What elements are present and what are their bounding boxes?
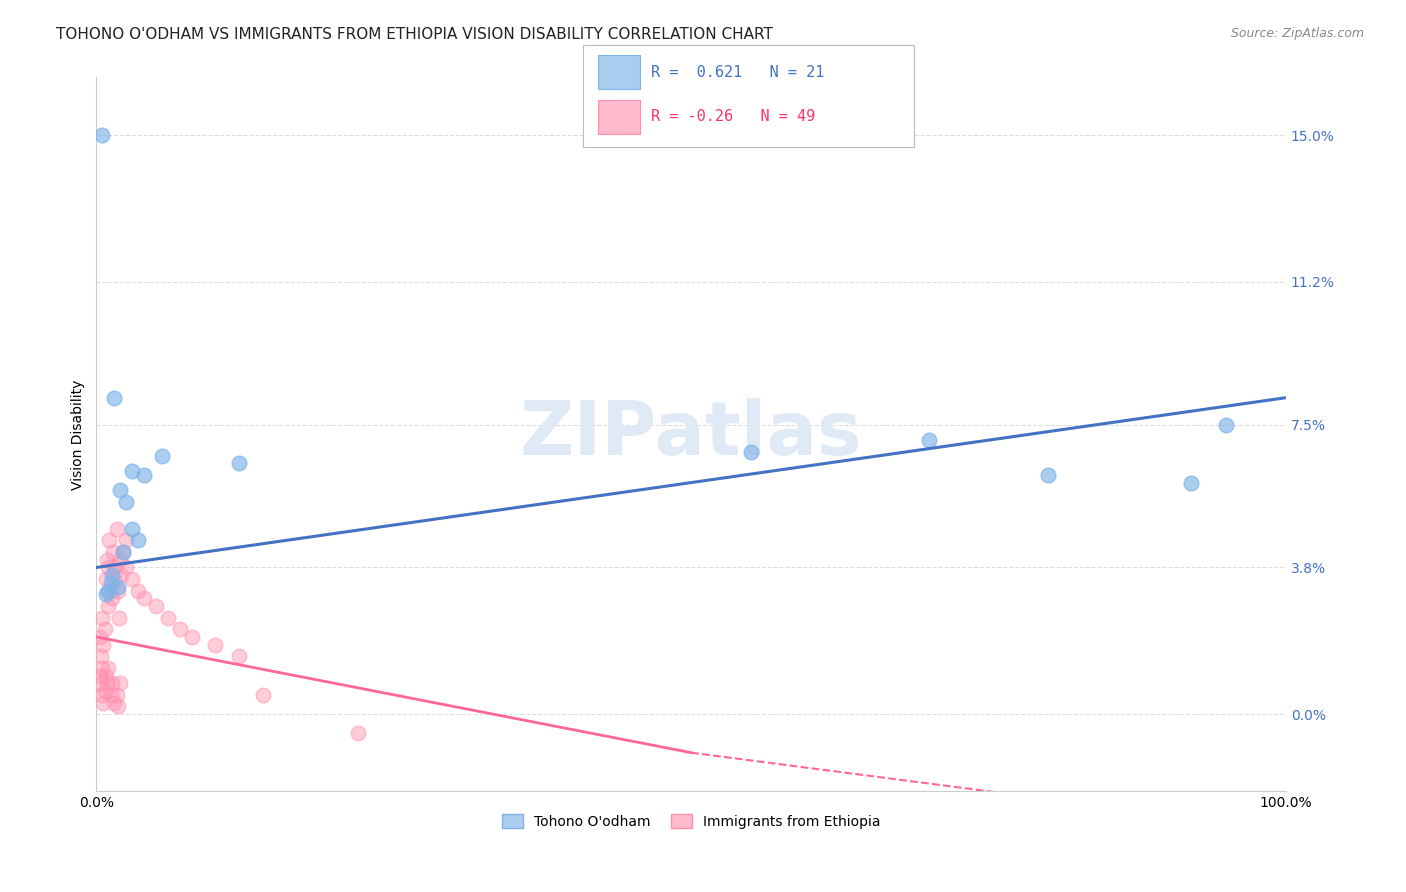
Point <box>740 444 762 458</box>
Point <box>103 696 125 710</box>
Point <box>97 560 120 574</box>
Point <box>93 696 115 710</box>
Point <box>91 661 114 675</box>
Point <box>103 391 125 405</box>
Point <box>228 649 250 664</box>
Point <box>169 622 191 636</box>
Point <box>121 522 143 536</box>
Point <box>97 599 120 613</box>
Point <box>132 591 155 606</box>
Y-axis label: Vision Disability: Vision Disability <box>72 379 86 490</box>
Text: R = -0.26   N = 49: R = -0.26 N = 49 <box>651 110 815 124</box>
Point <box>145 599 167 613</box>
Point <box>97 583 120 598</box>
Text: ZIPatlas: ZIPatlas <box>520 398 862 471</box>
Point <box>101 591 124 606</box>
Point <box>98 533 121 548</box>
Text: Source: ZipAtlas.com: Source: ZipAtlas.com <box>1230 27 1364 40</box>
Text: TOHONO O'ODHAM VS IMMIGRANTS FROM ETHIOPIA VISION DISABILITY CORRELATION CHART: TOHONO O'ODHAM VS IMMIGRANTS FROM ETHIOP… <box>56 27 773 42</box>
Point <box>93 622 115 636</box>
Point <box>115 495 138 509</box>
Point <box>100 688 122 702</box>
Point <box>91 128 114 143</box>
Point <box>90 649 112 664</box>
Point <box>1180 475 1202 490</box>
Point <box>101 568 124 582</box>
Point <box>1036 467 1059 482</box>
Point <box>121 464 143 478</box>
Point <box>111 545 134 559</box>
Point <box>105 522 128 536</box>
Point <box>228 456 250 470</box>
Point <box>101 676 124 690</box>
Point <box>107 583 129 598</box>
Point <box>111 545 134 559</box>
Point <box>96 676 118 690</box>
Point <box>108 610 131 624</box>
Point <box>156 610 179 624</box>
Point <box>108 553 131 567</box>
Point <box>103 572 125 586</box>
Point <box>115 560 138 574</box>
Point <box>127 583 149 598</box>
Point <box>91 610 114 624</box>
Point <box>108 483 131 498</box>
Point <box>121 572 143 586</box>
Point <box>89 668 111 682</box>
Point <box>94 572 117 586</box>
Point <box>104 560 127 574</box>
Point <box>150 449 173 463</box>
Point <box>93 638 115 652</box>
Point <box>108 676 131 690</box>
Point <box>93 684 115 698</box>
Point <box>91 688 114 702</box>
Point <box>100 575 122 590</box>
Point <box>107 699 129 714</box>
Point <box>97 661 120 675</box>
Text: R =  0.621   N = 21: R = 0.621 N = 21 <box>651 65 824 79</box>
Point <box>127 533 149 548</box>
Point <box>115 533 138 548</box>
Point <box>90 676 112 690</box>
Point <box>347 726 370 740</box>
Point <box>1215 417 1237 432</box>
Point <box>89 630 111 644</box>
Point <box>132 467 155 482</box>
Point <box>252 688 274 702</box>
Point <box>105 688 128 702</box>
Point <box>101 545 124 559</box>
Point <box>107 580 129 594</box>
Point <box>94 587 117 601</box>
Point <box>180 630 202 644</box>
Point <box>918 433 941 447</box>
Point <box>94 668 117 682</box>
Point <box>110 568 132 582</box>
Legend: Tohono O'odham, Immigrants from Ethiopia: Tohono O'odham, Immigrants from Ethiopia <box>496 808 886 834</box>
Point <box>96 553 118 567</box>
Point <box>204 638 226 652</box>
Point <box>100 583 122 598</box>
